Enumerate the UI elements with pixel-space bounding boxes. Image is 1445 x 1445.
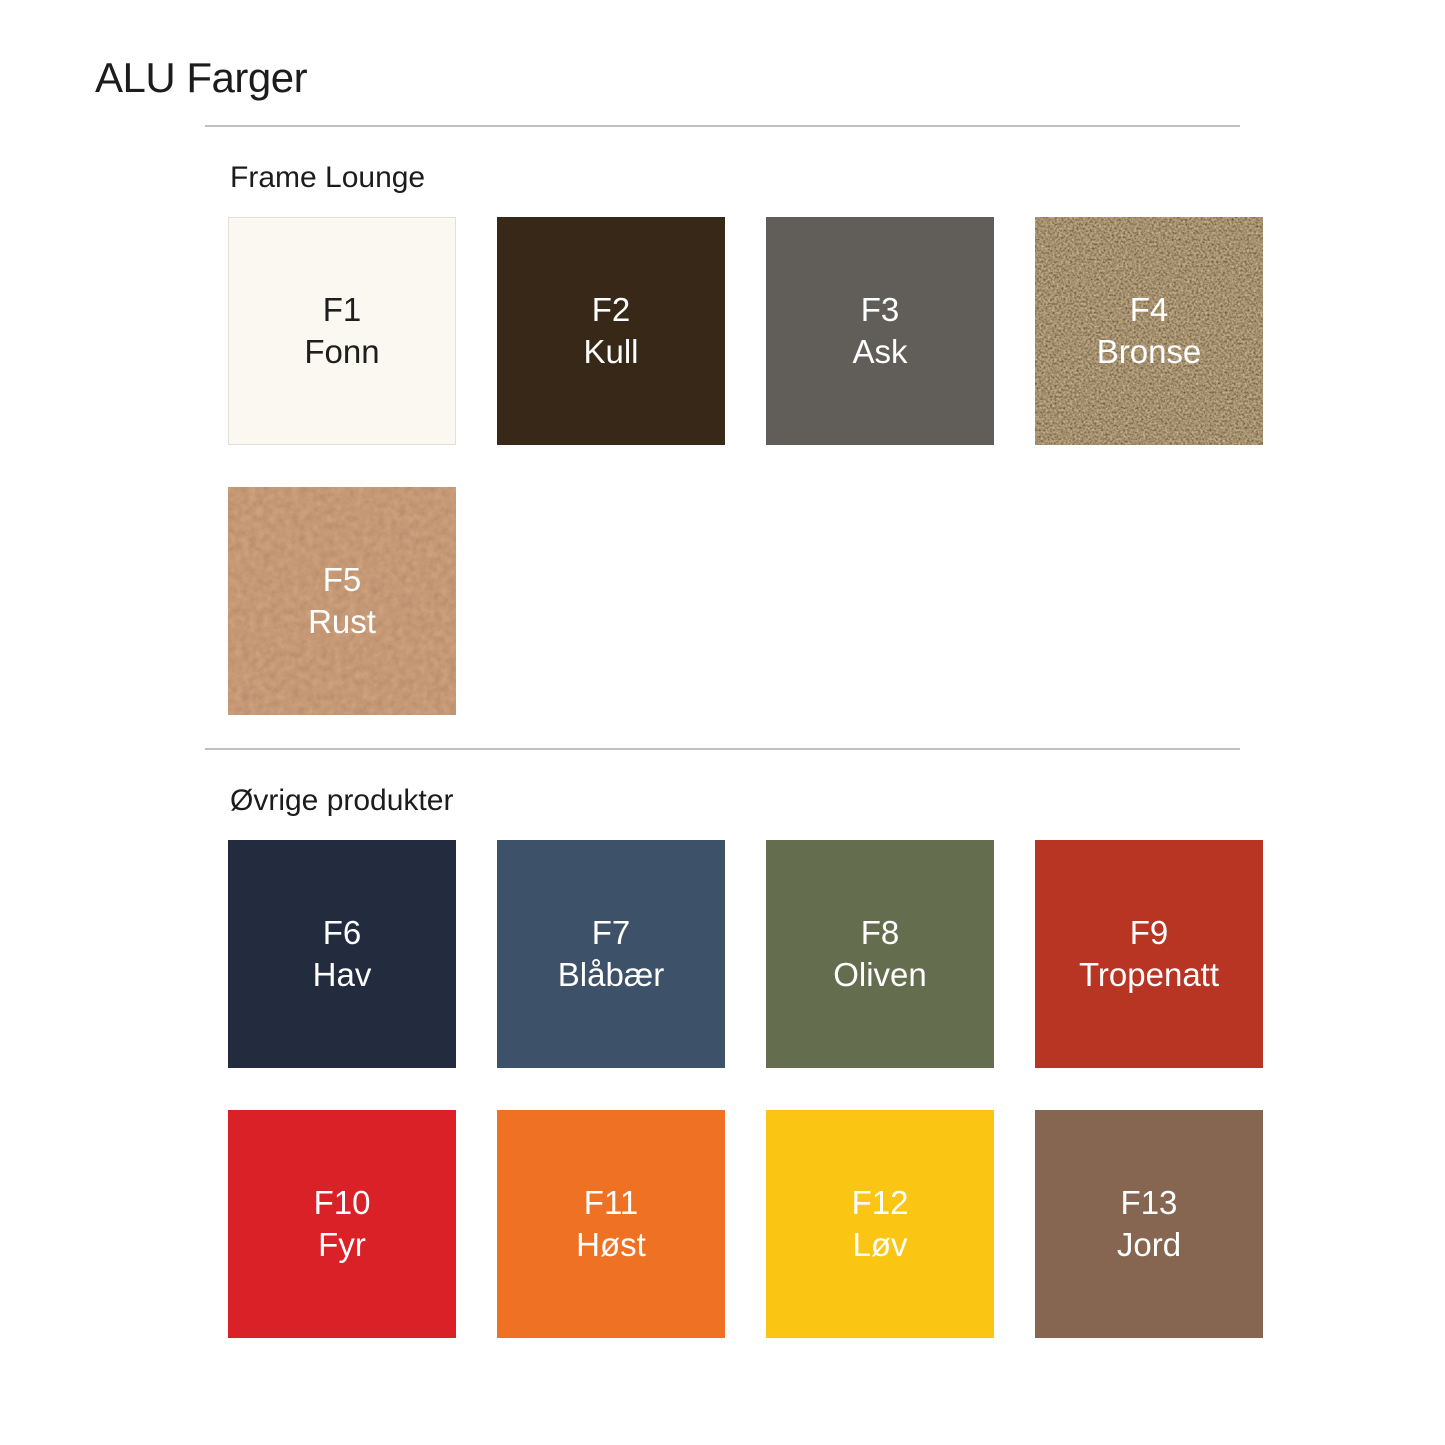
swatch-section: Frame Lounge F1 Fonn F2 Kull F3 Ask F4 Bronse F5 R… (0, 125, 1445, 715)
swatch-code: F11 (583, 1184, 639, 1221)
swatch-name: Hav (312, 956, 372, 993)
swatch-section: Øvrige produkter F6 Hav F7 Blåbær F8 Oliven F9 T… (0, 748, 1445, 1338)
swatch-f6: F6 Hav (228, 840, 456, 1068)
swatch-label: F4 Bronse (1097, 289, 1202, 373)
swatch-f12: F12 Løv (766, 1110, 994, 1338)
section-heading: Frame Lounge (230, 161, 426, 194)
swatch-label: F7 Blåbær (558, 912, 664, 996)
swatch-code: F1 (322, 291, 362, 328)
swatch-f1: F1 Fonn (228, 217, 456, 445)
rust-fabric-texture (228, 487, 456, 715)
page-title: ALU Farger (95, 54, 308, 101)
swatch-code: F9 (1129, 914, 1169, 951)
swatch-name: Oliven (833, 956, 927, 993)
swatch-label: F5 Rust (308, 559, 376, 643)
swatch-name: Fyr (318, 1226, 366, 1263)
swatch-f4: F4 Bronse (1035, 217, 1263, 445)
swatch-label: F6 Hav (313, 912, 372, 996)
swatch-label: F13 Jord (1117, 1182, 1181, 1266)
swatch-f9: F9 Tropenatt (1035, 840, 1263, 1068)
swatch-f7: F7 Blåbær (497, 840, 725, 1068)
swatch-label: F11 Høst (576, 1182, 646, 1266)
swatch-code: F10 (313, 1184, 371, 1221)
swatch-name: Løv (852, 1226, 908, 1263)
swatch-name: Høst (576, 1226, 646, 1263)
section-heading: Øvrige produkter (230, 784, 454, 817)
swatch-code: F13 (1120, 1184, 1178, 1221)
swatch-f8: F8 Oliven (766, 840, 994, 1068)
section-divider (205, 748, 1240, 750)
swatch-f3: F3 Ask (766, 217, 994, 445)
swatch-label: F9 Tropenatt (1079, 912, 1219, 996)
swatch-code: F3 (860, 291, 900, 328)
swatch-f11: F11 Høst (497, 1110, 725, 1338)
swatch-grid: F1 Fonn F2 Kull F3 Ask F4 Bronse F5 Rust (228, 217, 1263, 715)
bronze-speckle-texture (1035, 217, 1263, 445)
swatch-f10: F10 Fyr (228, 1110, 456, 1338)
swatch-name: Bronse (1096, 333, 1202, 370)
swatch-code: F5 (322, 561, 362, 598)
swatch-name: Jord (1116, 1226, 1182, 1263)
swatch-label: F1 Fonn (304, 289, 379, 373)
swatch-code: F8 (860, 914, 900, 951)
swatch-label: F10 Fyr (314, 1182, 371, 1266)
swatch-grid: F6 Hav F7 Blåbær F8 Oliven F9 Tropenatt F10 Fyr F1… (228, 840, 1263, 1338)
swatch-code: F6 (322, 914, 362, 951)
swatch-code: F4 (1129, 291, 1169, 328)
swatch-f5: F5 Rust (228, 487, 456, 715)
swatch-f13: F13 Jord (1035, 1110, 1263, 1338)
swatch-label: F3 Ask (852, 289, 907, 373)
swatch-label: F12 Løv (852, 1182, 909, 1266)
swatch-name: Blåbær (557, 956, 665, 993)
swatch-name: Rust (308, 603, 376, 640)
swatch-name: Tropenatt (1078, 956, 1220, 993)
swatch-code: F2 (591, 291, 631, 328)
swatch-label: F2 Kull (583, 289, 638, 373)
swatch-name: Kull (583, 333, 639, 370)
swatch-label: F8 Oliven (833, 912, 927, 996)
swatch-name: Ask (852, 333, 908, 370)
section-divider (205, 125, 1240, 127)
swatch-code: F7 (591, 914, 631, 951)
swatch-code: F12 (851, 1184, 909, 1221)
swatch-name: Fonn (304, 333, 380, 370)
swatch-f2: F2 Kull (497, 217, 725, 445)
